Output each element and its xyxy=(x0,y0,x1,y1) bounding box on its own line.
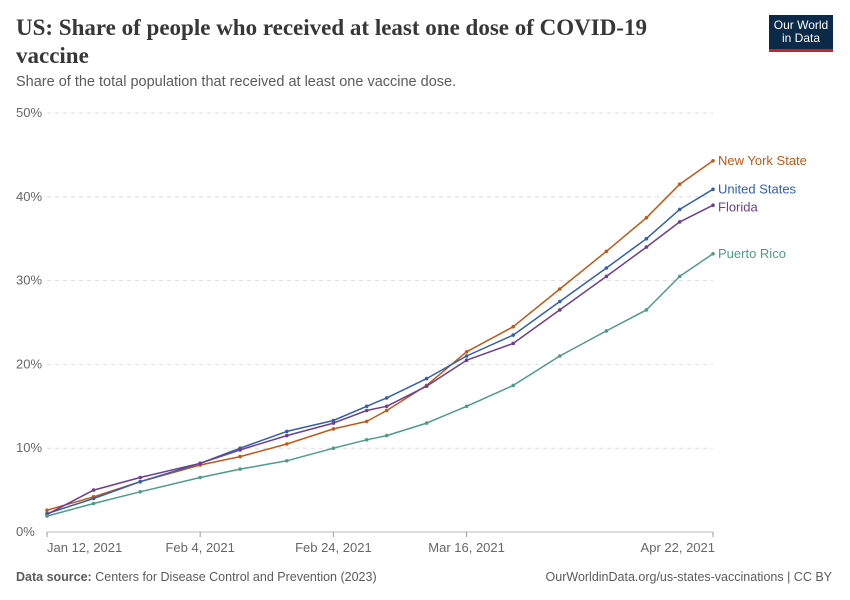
point-new-york-state xyxy=(604,249,609,254)
url-license[interactable]: OurWorldinData.org/us-states-vaccination… xyxy=(545,570,832,584)
point-puerto-rico xyxy=(285,459,289,463)
grid-lines xyxy=(47,112,713,533)
point-florida xyxy=(198,461,202,466)
point-florida xyxy=(511,341,515,346)
y-tick-label: 20% xyxy=(16,356,42,371)
line-florida[interactable] xyxy=(46,204,714,516)
point-new-york-state xyxy=(285,442,289,446)
point-puerto-rico xyxy=(138,490,142,494)
point-puerto-rico xyxy=(711,252,715,256)
point-florida xyxy=(464,358,469,363)
point-new-york-state xyxy=(677,182,682,186)
point-united-states xyxy=(677,207,682,212)
point-united-states xyxy=(604,266,609,270)
point-puerto-rico xyxy=(511,383,515,388)
series-lines xyxy=(45,159,715,518)
point-florida xyxy=(285,433,289,438)
point-puerto-rico xyxy=(604,329,609,333)
point-florida xyxy=(677,220,682,224)
y-tick-label: 0% xyxy=(16,524,35,539)
point-united-states xyxy=(138,479,142,484)
point-puerto-rico xyxy=(424,421,429,425)
point-puerto-rico xyxy=(45,514,49,518)
point-new-york-state xyxy=(384,408,389,413)
point-united-states xyxy=(558,299,562,304)
point-florida xyxy=(711,203,715,207)
point-united-states xyxy=(91,496,96,501)
data-source-label: Data source: xyxy=(16,570,92,584)
point-new-york-state xyxy=(331,427,336,431)
point-florida xyxy=(384,404,389,409)
point-florida xyxy=(91,488,96,492)
point-new-york-state xyxy=(644,216,649,220)
point-puerto-rico xyxy=(464,404,469,409)
owid-logo[interactable]: Our World in Data xyxy=(769,15,833,52)
x-tick-label: Feb 4, 2021 xyxy=(165,540,234,555)
data-source: Data source: Centers for Disease Control… xyxy=(16,570,377,584)
point-united-states xyxy=(424,376,429,381)
series-puerto-rico xyxy=(45,252,715,518)
logo-line-1: Our World xyxy=(773,18,829,32)
point-puerto-rico xyxy=(331,446,336,451)
label-united-states[interactable]: United States xyxy=(718,181,797,196)
point-florida xyxy=(424,384,429,389)
point-united-states xyxy=(644,236,649,241)
y-tick-label: 10% xyxy=(16,440,42,455)
x-axis: Jan 12, 2021 Feb 4, 2021 Feb 24, 2021 Mar 1… xyxy=(46,532,715,555)
label-puerto-rico[interactable]: Puerto Rico xyxy=(718,246,786,261)
point-puerto-rico xyxy=(644,308,649,312)
x-tick-label: Feb 24, 2021 xyxy=(295,540,372,555)
point-florida xyxy=(238,448,242,452)
line-puerto-rico[interactable] xyxy=(46,253,714,517)
chart-subtitle: Share of the total population that recei… xyxy=(16,74,457,90)
point-puerto-rico xyxy=(91,501,96,506)
point-united-states xyxy=(384,396,389,400)
y-axis: 0% 10% 20% 30% 40% 50% xyxy=(16,105,42,539)
point-florida xyxy=(331,421,336,425)
y-tick-label: 30% xyxy=(16,273,42,288)
point-florida xyxy=(604,274,609,279)
data-source-text[interactable]: Centers for Disease Control and Preventi… xyxy=(95,570,377,584)
series-labels: New York State United States Florida Puerto… xyxy=(718,153,807,261)
point-new-york-state xyxy=(511,324,515,329)
point-new-york-state xyxy=(558,287,562,291)
point-florida xyxy=(138,475,142,480)
chart-title: US: Share of people who received at leas… xyxy=(16,15,647,68)
point-united-states xyxy=(331,418,336,423)
label-new-york-state[interactable]: New York State xyxy=(718,153,807,168)
point-united-states xyxy=(464,354,469,358)
x-tick-label: Apr 22, 2021 xyxy=(641,540,715,555)
series-florida xyxy=(45,203,715,517)
label-florida[interactable]: Florida xyxy=(718,199,759,214)
point-puerto-rico xyxy=(558,354,562,358)
point-united-states xyxy=(364,404,369,409)
point-puerto-rico xyxy=(384,433,389,438)
point-florida xyxy=(644,245,649,249)
point-puerto-rico xyxy=(677,274,682,279)
x-tick-label: Jan 12, 2021 xyxy=(47,540,122,555)
point-new-york-state xyxy=(711,159,715,163)
point-united-states xyxy=(285,429,289,434)
x-tick-label: Mar 16, 2021 xyxy=(428,540,505,555)
point-florida xyxy=(558,308,562,312)
logo-line-2: in Data xyxy=(781,31,821,45)
y-tick-label: 50% xyxy=(16,105,42,120)
point-united-states xyxy=(711,187,715,192)
point-new-york-state xyxy=(464,350,469,354)
line-new-york-state[interactable] xyxy=(46,160,714,511)
point-united-states xyxy=(511,333,515,337)
y-tick-label: 40% xyxy=(16,189,42,204)
point-puerto-rico xyxy=(198,475,202,480)
series-new-york-state xyxy=(45,159,715,512)
point-new-york-state xyxy=(364,419,369,424)
point-new-york-state xyxy=(45,508,49,512)
point-new-york-state xyxy=(238,454,242,459)
line-united-states[interactable] xyxy=(46,188,714,515)
series-united-states xyxy=(45,187,715,516)
point-puerto-rico xyxy=(364,438,369,442)
point-puerto-rico xyxy=(238,467,242,471)
point-florida xyxy=(364,408,369,413)
